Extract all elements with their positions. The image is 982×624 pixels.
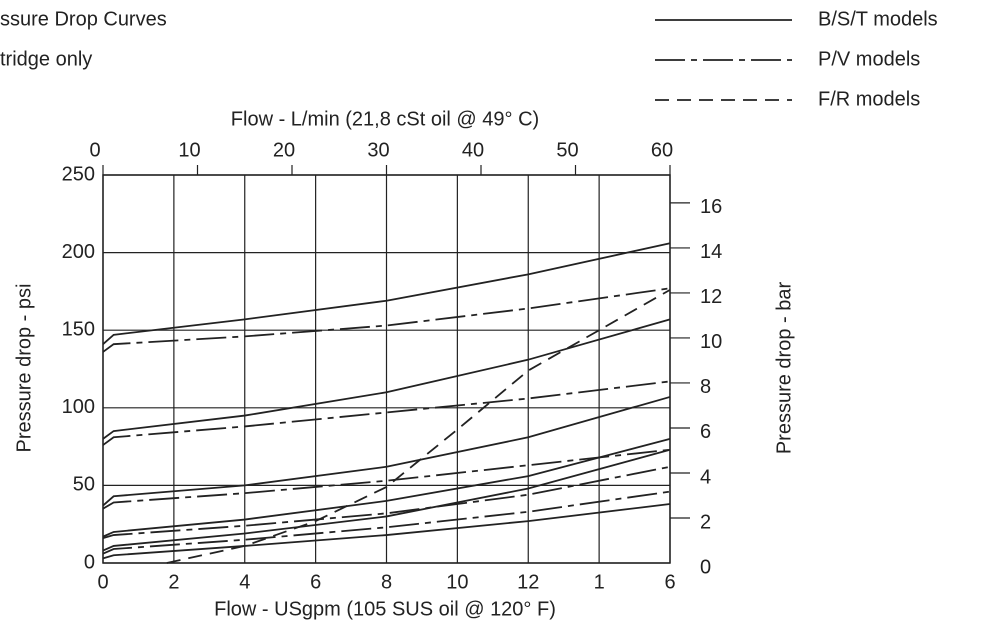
y-tick-label: 50 — [73, 474, 95, 496]
curve — [102, 490, 671, 555]
x-axis-label: Flow - USgpm (105 SUS oil @ 120° F) — [214, 598, 556, 620]
x2-tick-label: 0 — [89, 139, 100, 161]
legend-label: P/V models — [818, 48, 920, 70]
y2-tick-label: 6 — [700, 421, 711, 443]
curve — [102, 287, 671, 353]
x2-tick-label: 50 — [556, 139, 578, 161]
curve — [102, 465, 671, 540]
x2-tick-label: 30 — [367, 139, 389, 161]
x-tick-label: 6 — [310, 571, 321, 593]
curve — [102, 242, 671, 345]
x-tick-label: 10 — [446, 571, 468, 593]
chart-title: ssure Drop Curves — [0, 8, 167, 30]
y2-tick-label: 4 — [700, 466, 711, 488]
y-tick-label: 200 — [62, 241, 95, 263]
x2-tick-label: 20 — [273, 139, 295, 161]
x-tick-label: 8 — [381, 571, 392, 593]
y2-tick-label: 14 — [700, 241, 722, 263]
x-tick-label: 4 — [239, 571, 250, 593]
y-tick-label: 150 — [62, 318, 95, 340]
x-tick-label: 0 — [97, 571, 108, 593]
x2-tick-label: 40 — [462, 139, 484, 161]
curve — [102, 448, 671, 552]
curve — [102, 380, 671, 446]
curve — [102, 448, 671, 510]
x-tick-label: 12 — [517, 571, 539, 593]
y-tick-label: 0 — [84, 551, 95, 573]
y2-axis-label: Pressure drop - bar — [773, 282, 795, 455]
chart-subtitle: tridge only — [0, 48, 92, 70]
x2-axis-label: Flow - L/min (21,8 cSt oil @ 49° C) — [231, 108, 539, 130]
y-tick-label: 100 — [62, 396, 95, 418]
curve — [102, 396, 671, 507]
y2-tick-label: 10 — [700, 331, 722, 353]
x-tick-label: 2 — [168, 571, 179, 593]
y2-tick-label: 16 — [700, 196, 722, 218]
legend-label: B/S/T models — [818, 8, 938, 30]
y-axis-label: Pressure drop - psi — [13, 284, 35, 453]
y2-tick-label: 0 — [700, 556, 711, 578]
curve — [102, 318, 671, 440]
y2-tick-label: 8 — [700, 376, 711, 398]
x2-tick-label: 10 — [178, 139, 200, 161]
curve — [102, 437, 671, 538]
curve — [166, 289, 671, 564]
x2-tick-label: 60 — [651, 139, 673, 161]
y2-tick-label: 2 — [700, 511, 711, 533]
curve — [102, 503, 671, 560]
y2-tick-label: 12 — [700, 286, 722, 308]
y-tick-label: 250 — [62, 163, 95, 185]
x-tick-label: 1 — [594, 571, 605, 593]
legend-label: F/R models — [818, 88, 920, 110]
x-tick-label: 6 — [664, 571, 675, 593]
